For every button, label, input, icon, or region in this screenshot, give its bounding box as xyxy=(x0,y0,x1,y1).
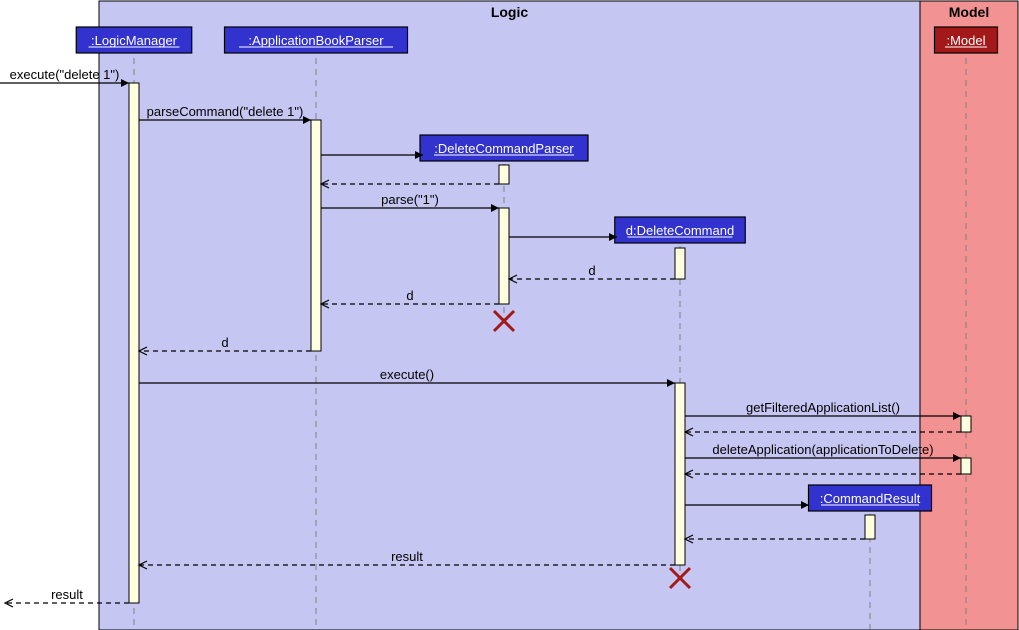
message-label: parseCommand("delete 1") xyxy=(147,104,304,119)
delete-command-head-label: d:DeleteCommand xyxy=(626,223,734,238)
logic-manager-head-label: :LogicManager xyxy=(91,33,178,48)
message-label: result xyxy=(391,549,423,564)
activation-model xyxy=(961,416,971,432)
message-label: d xyxy=(221,335,228,350)
activation-cmd_result xyxy=(865,515,875,539)
parser-head-label: :ApplicationBookParser xyxy=(248,33,384,48)
activation-model xyxy=(961,458,971,474)
activation-delete_cmd xyxy=(675,248,685,279)
model-head-label: :Model xyxy=(946,33,985,48)
message-label: execute() xyxy=(380,367,434,382)
command-result-head-label: :CommandResult xyxy=(820,491,921,506)
message-label: execute("delete 1") xyxy=(10,67,120,82)
model-frame xyxy=(920,1,1018,630)
message-label: result xyxy=(51,587,83,602)
logic-frame-title: Logic xyxy=(491,4,529,20)
message-label: d xyxy=(588,263,595,278)
model-frame-title: Model xyxy=(949,4,989,20)
activation-logic_manager xyxy=(129,83,139,603)
activation-delete_parser xyxy=(499,208,509,304)
message-label: parse("1") xyxy=(381,192,439,207)
activation-parser xyxy=(311,120,321,351)
delete-parser-head-label: :DeleteCommandParser xyxy=(434,141,574,156)
message-label: getFilteredApplicationList() xyxy=(746,400,900,415)
activation-delete_cmd xyxy=(675,383,685,565)
message-label: deleteApplication(applicationToDelete) xyxy=(712,442,933,457)
activation-delete_parser xyxy=(499,165,509,184)
message-label: d xyxy=(406,288,413,303)
